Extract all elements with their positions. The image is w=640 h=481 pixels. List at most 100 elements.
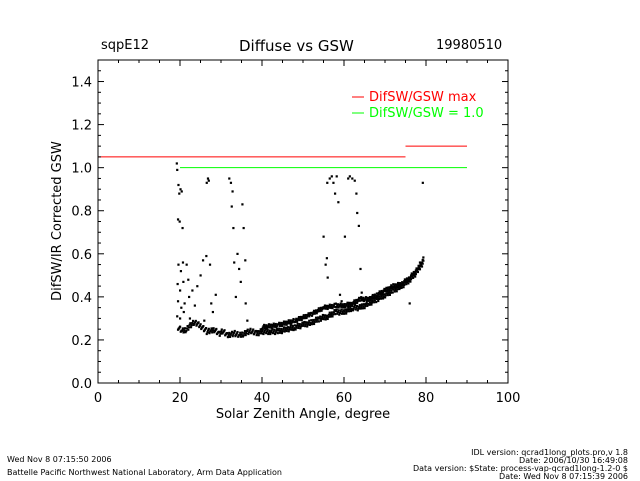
footer-left-org: Battelle Pacific Northwest National Labo…	[7, 468, 282, 477]
scatter-point-lower	[344, 308, 347, 311]
scatter-point-lower	[293, 327, 296, 330]
scatter-point-lower	[391, 291, 394, 294]
scatter-point-lower	[231, 335, 234, 338]
footer-left-timestamp: Wed Nov 8 07:15:50 2006	[7, 455, 112, 464]
scatter-point-lower	[364, 304, 367, 308]
scatter-point-lower	[420, 265, 424, 268]
scatter-point-lower	[196, 323, 199, 326]
axis-ticks: 0 20 40 60 80 100 0.0 0.2 0.4 0.6 0.8 1.0 1.2 1.4	[71, 60, 520, 406]
scatter-point	[231, 190, 234, 193]
scatter-point-lower	[383, 293, 386, 296]
y-axis-label: DifSW/IR Corrected GSW	[50, 141, 65, 301]
scatter-point-upper	[276, 324, 279, 327]
scatter-point-lower	[206, 331, 209, 334]
scatter-point-lower	[350, 307, 353, 311]
scatter-point-upper	[313, 312, 316, 315]
scatter-point-lower	[183, 327, 186, 330]
scatter-point-upper	[402, 281, 405, 285]
scatter-point	[230, 205, 233, 208]
scatter-point-upper	[357, 298, 360, 301]
scatter-point-lower	[330, 311, 333, 314]
scatter-point-lower	[284, 328, 287, 331]
scatter-point-lower	[286, 326, 290, 329]
scatter-point-lower	[421, 262, 424, 265]
scatter-point-upper	[373, 293, 376, 296]
scatter-point-lower	[200, 327, 203, 331]
scatter-point-lower	[318, 317, 321, 320]
scatter-point	[188, 317, 192, 320]
footer-right-rundate: Date: Wed Nov 8 07:15:39 2006	[499, 472, 628, 481]
scatter-point-lower	[412, 276, 415, 279]
scatter-point-upper	[390, 287, 394, 290]
scatter-point	[179, 289, 182, 292]
scatter-point	[236, 252, 239, 255]
scatter-point-lower	[199, 323, 202, 326]
scatter-point-upper	[353, 299, 356, 302]
scatter-point-lower	[403, 283, 406, 287]
scatter-point-upper	[296, 319, 299, 322]
scatter-point-upper	[349, 303, 353, 306]
scatter-point-lower	[210, 327, 213, 330]
scatter-point-lower	[346, 308, 349, 311]
scatter-point-lower	[280, 327, 283, 331]
scatter-point-lower	[368, 303, 371, 306]
scatter-point-upper	[311, 313, 314, 316]
scatter-point-upper	[377, 293, 380, 296]
scatter-point-upper	[289, 320, 292, 324]
scatter-point	[179, 317, 182, 320]
scatter-point-lower	[361, 307, 364, 310]
scatter-point-lower	[283, 330, 286, 333]
scatter-point-upper	[375, 292, 378, 295]
footer-right-date: Date: 2006/10/30 16:49:08	[519, 456, 628, 465]
scatter-point-lower	[360, 303, 363, 306]
scatter-point-lower	[341, 310, 344, 314]
scatter-point-lower	[215, 327, 218, 331]
scatter-point-lower	[241, 331, 244, 334]
scatter-point-lower	[385, 292, 388, 295]
scatter-point-upper	[358, 299, 361, 302]
scatter-point	[340, 300, 343, 303]
scatter-point-upper	[365, 299, 368, 302]
scatter-point	[199, 274, 202, 277]
scatter-point	[343, 235, 347, 238]
scatter-point-upper	[393, 284, 396, 287]
scatter-point-upper	[346, 301, 349, 304]
scatter-point-upper	[329, 306, 332, 309]
scatter-point-lower	[218, 334, 221, 337]
scatter-point-lower	[245, 329, 249, 333]
scatter-point-upper	[399, 282, 402, 285]
scatter-point-lower	[211, 329, 214, 332]
site-label: sqpE12	[101, 38, 150, 53]
scatter-point-lower	[325, 316, 328, 319]
scatter-point-lower	[191, 321, 194, 325]
scatter-point-upper	[415, 267, 418, 270]
scatter-point-lower	[301, 321, 304, 324]
scatter-point-lower	[345, 312, 348, 315]
scatter-point-upper	[334, 302, 337, 305]
scatter-point-lower	[229, 333, 232, 336]
scatter-point-upper	[401, 283, 404, 287]
scatter-point-lower	[243, 332, 246, 335]
scatter-point-upper	[396, 281, 400, 285]
scatter-point-lower	[291, 326, 294, 329]
scatter-point-lower	[213, 331, 216, 334]
scatter-point-upper	[411, 274, 414, 278]
scatter-point-upper	[270, 326, 273, 329]
scatter-point-upper	[330, 305, 333, 308]
scatter-point-upper	[372, 296, 375, 299]
x-axis-label: Solar Zenith Angle, degree	[216, 407, 390, 422]
scatter-point-lower	[310, 319, 313, 322]
scatter-point-lower	[390, 289, 393, 292]
scatter-point-upper	[381, 292, 384, 295]
scatter-point-lower	[373, 301, 376, 304]
scatter-point-lower	[221, 332, 224, 335]
scatter-point-lower	[394, 288, 397, 291]
scatter-point-upper	[339, 302, 342, 305]
scatter-point	[229, 181, 233, 184]
scatter-point-lower	[219, 332, 222, 335]
scatter-point	[179, 270, 183, 273]
scatter-point-upper	[286, 320, 290, 323]
scatter-point-upper	[354, 300, 357, 303]
scatter-point-upper	[373, 295, 376, 298]
scatter-point-upper	[307, 312, 310, 315]
